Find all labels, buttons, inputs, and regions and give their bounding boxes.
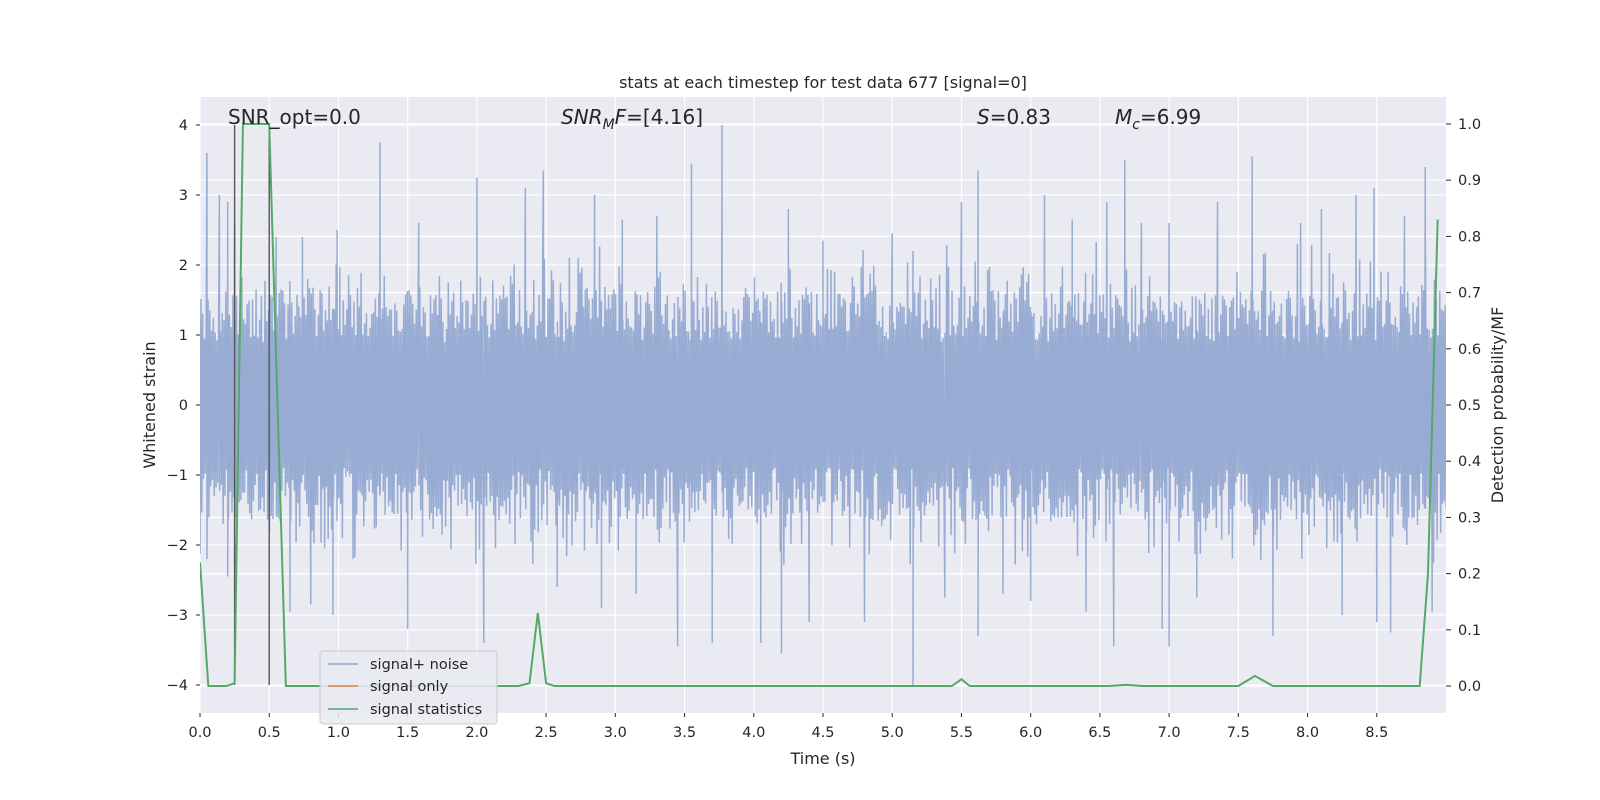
legend-label-signal-statistics: signal statistics	[370, 702, 482, 718]
y2-tick-label: 0.1	[1458, 623, 1481, 639]
legend-label-signal-only: signal only	[370, 679, 449, 695]
snr-mf-value: =[4.16]	[626, 105, 703, 129]
x-tick-label: 4.5	[811, 725, 834, 741]
series-signal-noise	[200, 124, 1446, 686]
y-tick-label: 0	[179, 398, 188, 414]
y2-tick-label: 0.9	[1458, 173, 1481, 189]
signal-statistics-line	[200, 122, 1439, 688]
annotation-s: S=0.83	[977, 105, 1051, 129]
y-tick-label: −3	[167, 608, 188, 624]
y-tick-label: 3	[179, 188, 188, 204]
annotation-snr-mf: SNRMF=[4.16]	[561, 105, 703, 133]
x-tick-label: 5.0	[881, 725, 904, 741]
x-tick-label: 7.0	[1158, 725, 1181, 741]
y-tick-label: 1	[179, 328, 188, 344]
y2-tick-label: 0.2	[1458, 567, 1481, 583]
snr-mf-symbol: SNR	[561, 105, 603, 129]
y2-tick-label: 0.6	[1458, 342, 1481, 358]
vertical-markers	[233, 125, 270, 685]
y2-axis-label: Detection probability/MF	[1488, 307, 1507, 504]
snr-mf-subscript: M	[603, 117, 615, 133]
mc-subscript: c	[1132, 117, 1140, 133]
annotation-mc: Mc=6.99	[1115, 105, 1201, 133]
x-tick-label: 2.5	[535, 725, 558, 741]
x-tick-label: 6.0	[1019, 725, 1042, 741]
y-tick-label: −4	[167, 678, 188, 694]
x-tick-label: 3.5	[673, 725, 696, 741]
y2-tick-label: 0.8	[1458, 229, 1481, 245]
y2-tick-label: 0.7	[1458, 286, 1481, 302]
y-tick-label: −1	[167, 468, 188, 484]
y2-tick-label: 1.0	[1458, 117, 1481, 133]
x-tick-label: 0.5	[258, 725, 281, 741]
x-tick-label: 1.0	[327, 725, 350, 741]
y-axis-label: Whitened strain	[140, 341, 159, 468]
x-tick-label: 7.5	[1227, 725, 1250, 741]
series-signal-statistics	[200, 122, 1439, 688]
y-tick-label: 2	[179, 258, 188, 274]
x-tick-label: 3.0	[604, 725, 627, 741]
chart-title: stats at each timestep for test data 677…	[619, 73, 1027, 92]
y2-tick-label: 0.4	[1458, 454, 1481, 470]
y2-axis-ticks: 0.0 0.1 0.2 0.3 0.4 0.5 0.6 0.7 0.8 0.9 1.0	[1446, 117, 1481, 695]
x-tick-label: 1.5	[396, 725, 419, 741]
s-value: =0.83	[990, 105, 1051, 129]
signal-noise-line	[200, 124, 1446, 686]
x-axis-ticks: 0.0 0.5 1.0 1.5 2.0 2.5 3.0 3.5 4.0 4.5 5.0 5.5 6.0 6…	[188, 713, 1388, 741]
x-tick-label: 0.0	[188, 725, 211, 741]
snr-mf-symbol-2: F	[615, 105, 627, 129]
s-symbol: S	[977, 105, 990, 129]
y-tick-label: −2	[167, 538, 188, 554]
x-tick-label: 8.0	[1296, 725, 1319, 741]
x-tick-label: 6.5	[1088, 725, 1111, 741]
legend: signal+ noise signal only signal statist…	[319, 650, 498, 725]
mc-symbol: M	[1115, 105, 1132, 129]
legend-box	[319, 650, 498, 725]
x-tick-label: 5.5	[950, 725, 973, 741]
x-tick-label: 4.0	[742, 725, 765, 741]
annotation-snr-opt: SNR_opt=0.0	[228, 105, 361, 129]
x-tick-label: 8.5	[1365, 725, 1388, 741]
legend-label-signal-noise: signal+ noise	[370, 657, 468, 673]
y-tick-label: 4	[179, 118, 188, 134]
x-axis-label: Time (s)	[789, 749, 855, 768]
y2-tick-label: 0.5	[1458, 398, 1481, 414]
y2-tick-label: 0.0	[1458, 679, 1481, 695]
mc-value: =6.99	[1140, 105, 1201, 129]
x-tick-label: 2.0	[465, 725, 488, 741]
y2-tick-label: 0.3	[1458, 510, 1481, 526]
y-axis-ticks: −4 −3 −2 −1 0 1 2 3 4	[167, 118, 200, 694]
